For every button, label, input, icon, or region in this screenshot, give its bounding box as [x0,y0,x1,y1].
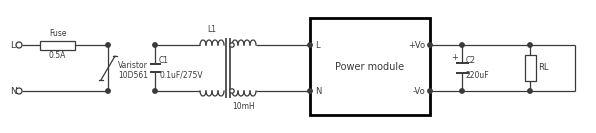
Circle shape [153,89,157,93]
Circle shape [460,89,464,93]
Circle shape [16,42,22,48]
Circle shape [106,43,110,47]
Text: Fuse: Fuse [49,30,66,38]
Text: N: N [315,86,321,95]
Text: 0.5A: 0.5A [49,51,66,59]
Text: C2: C2 [466,56,476,65]
Circle shape [460,43,464,47]
Text: RL: RL [539,63,549,72]
Circle shape [528,43,532,47]
Text: +Vo: +Vo [408,41,425,49]
Text: L1: L1 [207,25,216,34]
Text: 0.1uF/275V: 0.1uF/275V [159,71,203,80]
Circle shape [153,43,157,47]
Circle shape [106,89,110,93]
Text: L: L [10,41,15,49]
Bar [524,55,535,81]
Text: 220uF: 220uF [466,71,490,80]
Text: Power module: Power module [336,61,405,72]
Circle shape [428,89,432,93]
Circle shape [308,89,312,93]
Text: +: + [452,53,458,62]
Circle shape [230,43,234,47]
Text: 10D561: 10D561 [118,70,148,80]
Circle shape [428,43,432,47]
Circle shape [308,43,312,47]
Circle shape [16,88,22,94]
Text: Varistor: Varistor [118,61,148,70]
Circle shape [230,89,234,93]
Text: 10mH: 10mH [232,102,255,111]
Text: C1: C1 [159,56,169,65]
Bar [310,18,430,115]
Text: L: L [315,41,319,49]
Circle shape [528,89,532,93]
Text: -Vo: -Vo [412,86,425,95]
Text: N: N [10,86,17,95]
Bar [40,41,75,49]
